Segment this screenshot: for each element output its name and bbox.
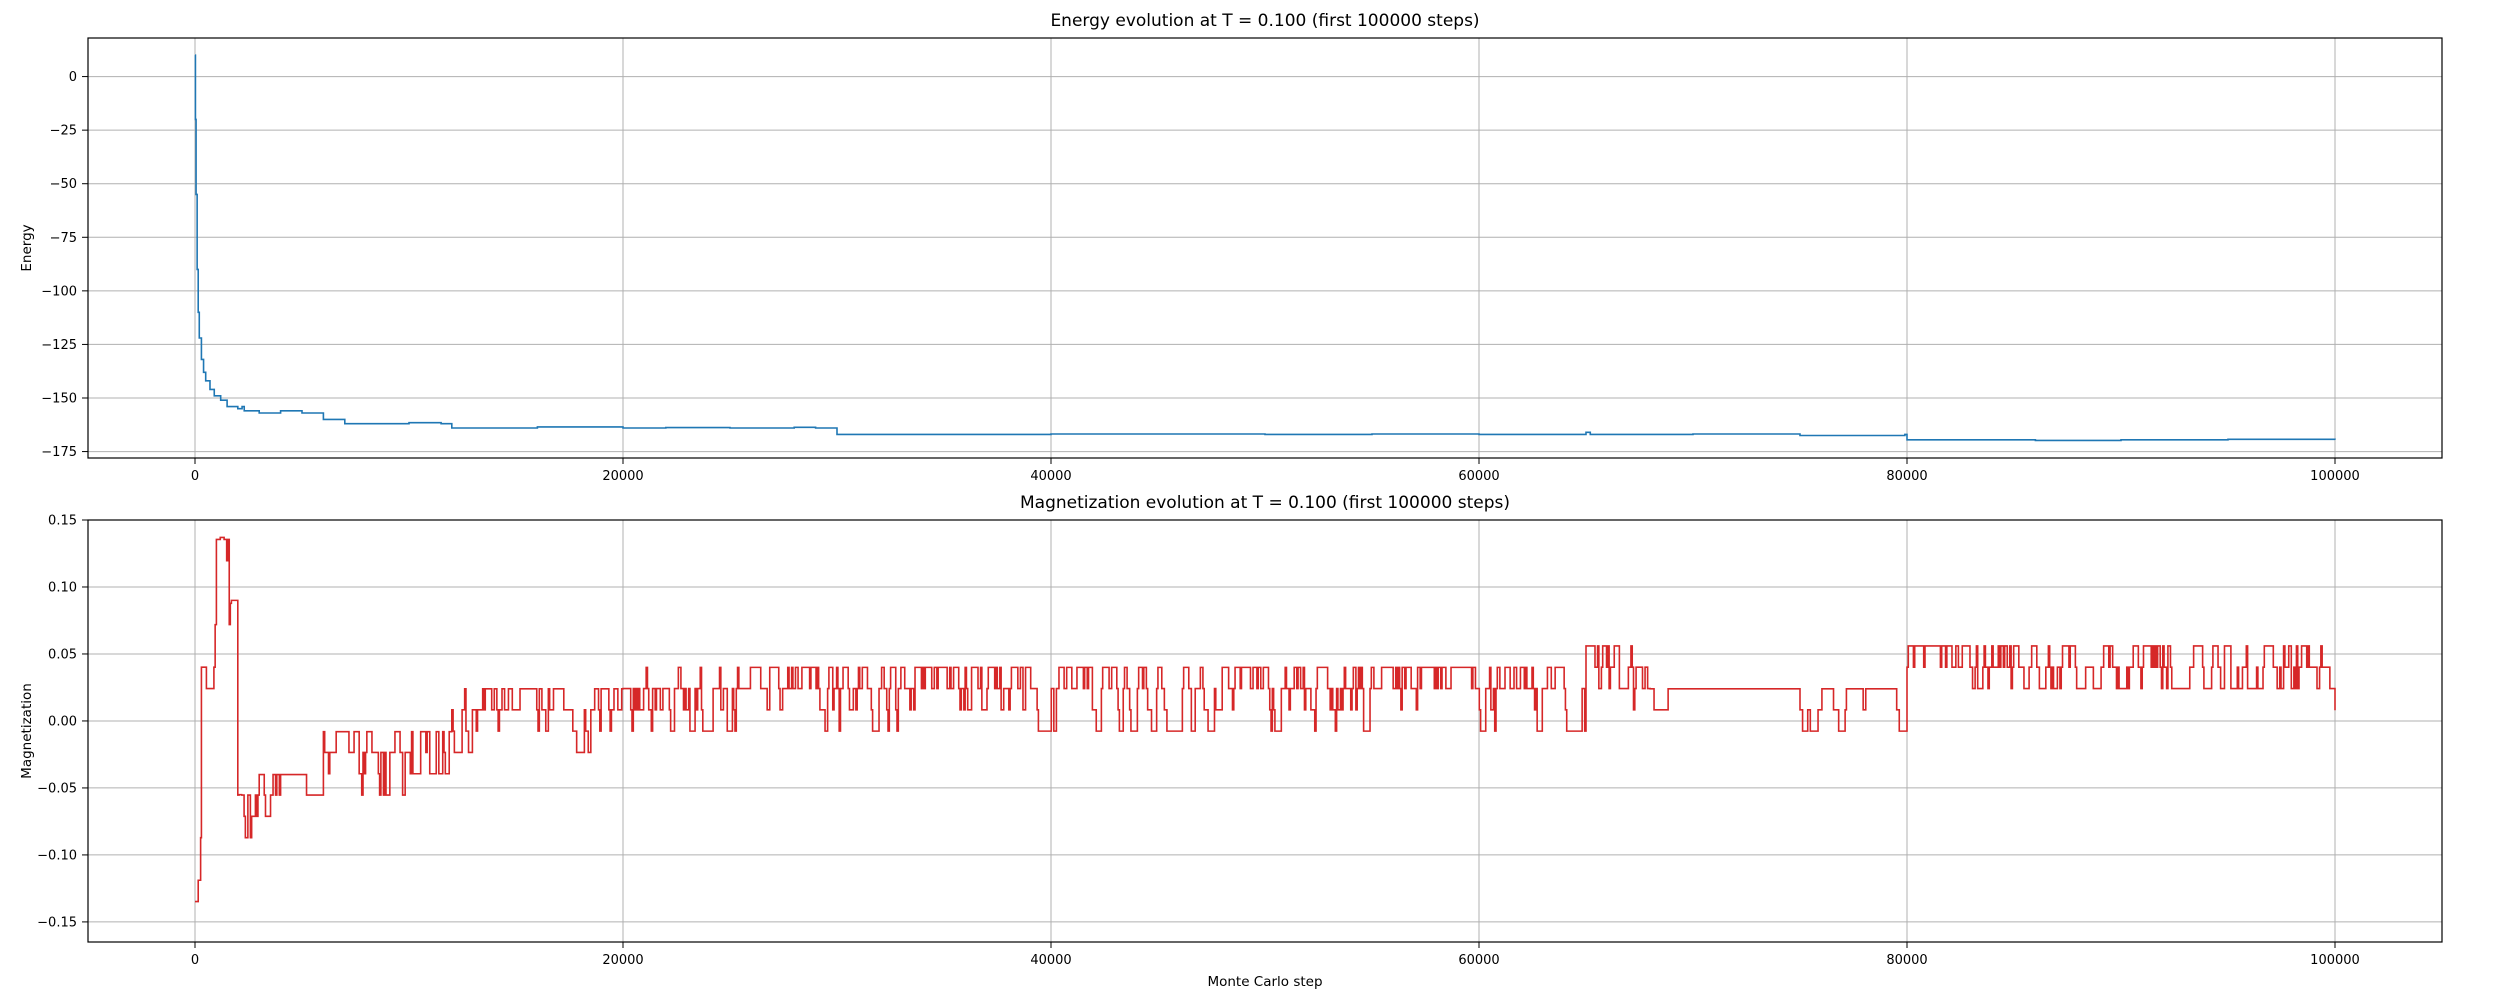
y-tick-label: −0.15 <box>37 915 77 930</box>
energy-panel: 0 20000 40000 60000 80000 100000 0 −25 −50 −75 −10… <box>19 11 2443 484</box>
x-tick-label: 20000 <box>602 469 643 484</box>
magnetization-panel: 0 20000 40000 60000 80000 100000 0.15 0.10 0.05 0… <box>19 493 2443 990</box>
x-tick-label: 100000 <box>2310 469 2360 484</box>
y-tick-label: −125 <box>41 338 77 353</box>
x-axis-label: Monte Carlo step <box>1207 974 1322 990</box>
y-tick-label: 0.10 <box>48 580 77 595</box>
axes-frame <box>87 37 2443 459</box>
y-axis-label: Magnetization <box>19 683 35 779</box>
y-tick-label: 0.00 <box>48 714 77 729</box>
y-tick-label: −50 <box>50 177 77 192</box>
x-tick-label: 80000 <box>1886 953 1927 968</box>
y-tick-label: −175 <box>41 445 77 460</box>
energy-series-line <box>194 54 2336 442</box>
y-tick-label: −0.05 <box>37 781 77 796</box>
y-tick-label: 0 <box>69 70 77 85</box>
x-tick-label: 60000 <box>1458 469 1499 484</box>
y-tick-label: 0.05 <box>48 647 77 662</box>
x-tick-label: 20000 <box>602 953 643 968</box>
magnetization-series-line <box>195 536 2336 903</box>
y-axis-label: Energy <box>19 224 35 271</box>
x-tick-label: 80000 <box>1886 469 1927 484</box>
y-tick-label: −150 <box>41 392 77 407</box>
x-tick-label: 40000 <box>1030 953 1071 968</box>
y-tick-label: −0.10 <box>37 848 77 863</box>
y-tick-label: 0.15 <box>48 514 77 529</box>
y-tick-label: −100 <box>41 284 77 299</box>
x-tick-label: 100000 <box>2310 953 2360 968</box>
x-tick-label: 60000 <box>1458 953 1499 968</box>
axes-frame <box>87 519 2443 943</box>
x-tick-label: 0 <box>191 469 199 484</box>
chart-title: Magnetization evolution at T = 0.100 (fi… <box>1020 493 1510 513</box>
x-tick-label: 40000 <box>1030 469 1071 484</box>
chart-title: Energy evolution at T = 0.100 (first 100… <box>1050 11 1479 31</box>
y-tick-label: −25 <box>50 124 77 139</box>
x-tick-label: 0 <box>191 953 199 968</box>
y-tick-label: −75 <box>50 231 77 246</box>
